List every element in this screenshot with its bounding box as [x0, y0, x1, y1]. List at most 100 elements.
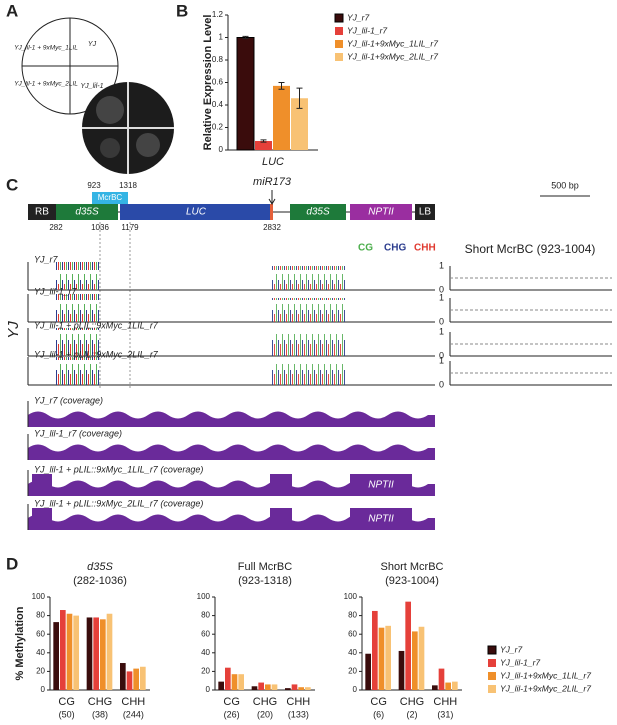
legend-swatch: [335, 27, 343, 35]
legend-label: YJ_r7: [500, 644, 522, 654]
short-title: Short McrBC (923-1004): [465, 242, 596, 256]
x-tick-label: CG: [58, 696, 75, 708]
legend-swatch: [487, 645, 497, 655]
bar: [225, 667, 231, 690]
bar: [258, 682, 264, 690]
bar: [378, 627, 385, 690]
y-tick-label: 60: [201, 629, 210, 638]
bar: [418, 626, 425, 690]
legend-label: YJ_r7: [347, 12, 369, 22]
legend-label: YJ_lil-1+9xMyc_2LIL_r7: [347, 51, 438, 61]
x-tick-label: CHG: [88, 696, 112, 708]
quadrant-label: YJ_lil-1: [81, 83, 104, 90]
y-tick-label: 20: [348, 667, 357, 676]
track-label: YJ_lil-1_r7: [34, 286, 78, 296]
panel-label: C: [6, 175, 18, 194]
bar: [53, 622, 59, 690]
coverage-block: [32, 508, 52, 530]
y-tick-label: 1.2: [212, 10, 224, 19]
methylation-region: [56, 262, 100, 290]
x-tick-count: (38): [92, 709, 108, 719]
y-tick-label: 100: [344, 592, 358, 601]
context-label: CG: [358, 243, 373, 254]
y-tick-label: 60: [348, 629, 357, 638]
bar: [255, 141, 272, 150]
y-tick-label: 20: [201, 667, 210, 676]
track-label: YJ_lil-1 + pLIL::9xMyc_1LIL_r7: [34, 320, 159, 330]
bar: [60, 610, 66, 690]
chart-subtitle: (923-1004): [385, 575, 439, 587]
bar: [305, 687, 311, 690]
bar: [86, 617, 93, 690]
y-axis-label: % Methylation: [14, 606, 26, 680]
x-tick-label: LUC: [262, 156, 284, 168]
legend-swatch: [335, 40, 343, 48]
y-tick-label: 0: [41, 685, 46, 694]
x-tick-count: (50): [59, 709, 75, 719]
context-label: CHH: [414, 243, 436, 254]
y-tick-label: 100: [32, 592, 46, 601]
legend-swatch: [488, 685, 496, 693]
element-label: LB: [419, 207, 432, 218]
x-tick-label: CHH: [433, 696, 457, 708]
methylation-region: [272, 332, 346, 356]
bar: [372, 610, 378, 690]
track-label: YJ_lil-1 + pLIL::9xMyc_1LIL_r7 (coverage…: [34, 464, 203, 474]
legend-swatch: [334, 13, 344, 23]
nptii-label: NPTII: [368, 514, 394, 525]
bar: [273, 85, 290, 150]
coverage-profile: [28, 444, 435, 460]
coverage-block: [350, 474, 412, 496]
track-label: YJ_lil-1 + pLIL::9xMyc_2LIL_r7: [34, 349, 159, 359]
x-tick-label: CHH: [121, 696, 145, 708]
element-label: d35S: [75, 207, 99, 218]
y-tick-label: 0.4: [212, 100, 224, 109]
methylation-region: [272, 361, 346, 385]
bar: [412, 631, 418, 690]
position-label: 2832: [263, 223, 281, 232]
y-tick-label: 1: [219, 33, 224, 42]
chart-title: Full McrBC: [238, 561, 292, 573]
mini-tick-label: 0: [439, 379, 444, 389]
quadrant-label: YJ_lil-1 + 9xMyc_2LIL: [14, 81, 78, 88]
y-label: YJ: [5, 321, 22, 339]
mini-tick-label: 1: [439, 326, 444, 336]
bar: [265, 684, 271, 690]
legend-label: YJ_lil-1+9xMyc_1LIL_r7: [500, 670, 591, 680]
panel-label: D: [6, 554, 18, 573]
x-tick-count: (133): [288, 709, 309, 719]
bar: [231, 674, 238, 690]
x-tick-count: (31): [437, 709, 453, 719]
plate-diagram: YJ_lil-1 + 9xMyc_1LIL YJ YJ_lil-1 + 9xMy…: [14, 17, 119, 115]
x-tick-count: (2): [407, 709, 418, 719]
legend-label: YJ_lil-1_r7: [347, 25, 387, 35]
bar: [405, 601, 411, 690]
y-tick-label: 0: [206, 685, 211, 694]
bar: [120, 663, 126, 690]
element-label: NPTII: [368, 207, 394, 218]
panel-label: A: [6, 1, 18, 20]
bar: [452, 681, 458, 690]
x-tick-label: CHG: [253, 696, 277, 708]
chart-title: Short McrBC: [381, 561, 444, 573]
coverage-block: [270, 474, 292, 496]
y-tick-label: 0.2: [212, 123, 224, 132]
methylation-region: [272, 266, 346, 290]
methylation-region: [272, 298, 346, 322]
bar: [238, 674, 244, 690]
mini-tick-label: 0: [439, 350, 444, 360]
y-tick-label: 40: [348, 648, 357, 657]
y-tick-label: 0.6: [212, 78, 224, 87]
y-axis-label: Relative Expression Level: [202, 15, 214, 151]
position-label: 1318: [119, 181, 137, 190]
y-tick-label: 80: [348, 611, 357, 620]
bar: [100, 619, 106, 690]
coverage-block: [32, 474, 52, 496]
element-label: RB: [35, 207, 49, 218]
bar: [445, 682, 451, 690]
plate-photo: [82, 82, 174, 174]
mini-tick-label: 1: [439, 260, 444, 270]
scale-label: 500 bp: [551, 180, 579, 190]
bar: [218, 681, 224, 690]
